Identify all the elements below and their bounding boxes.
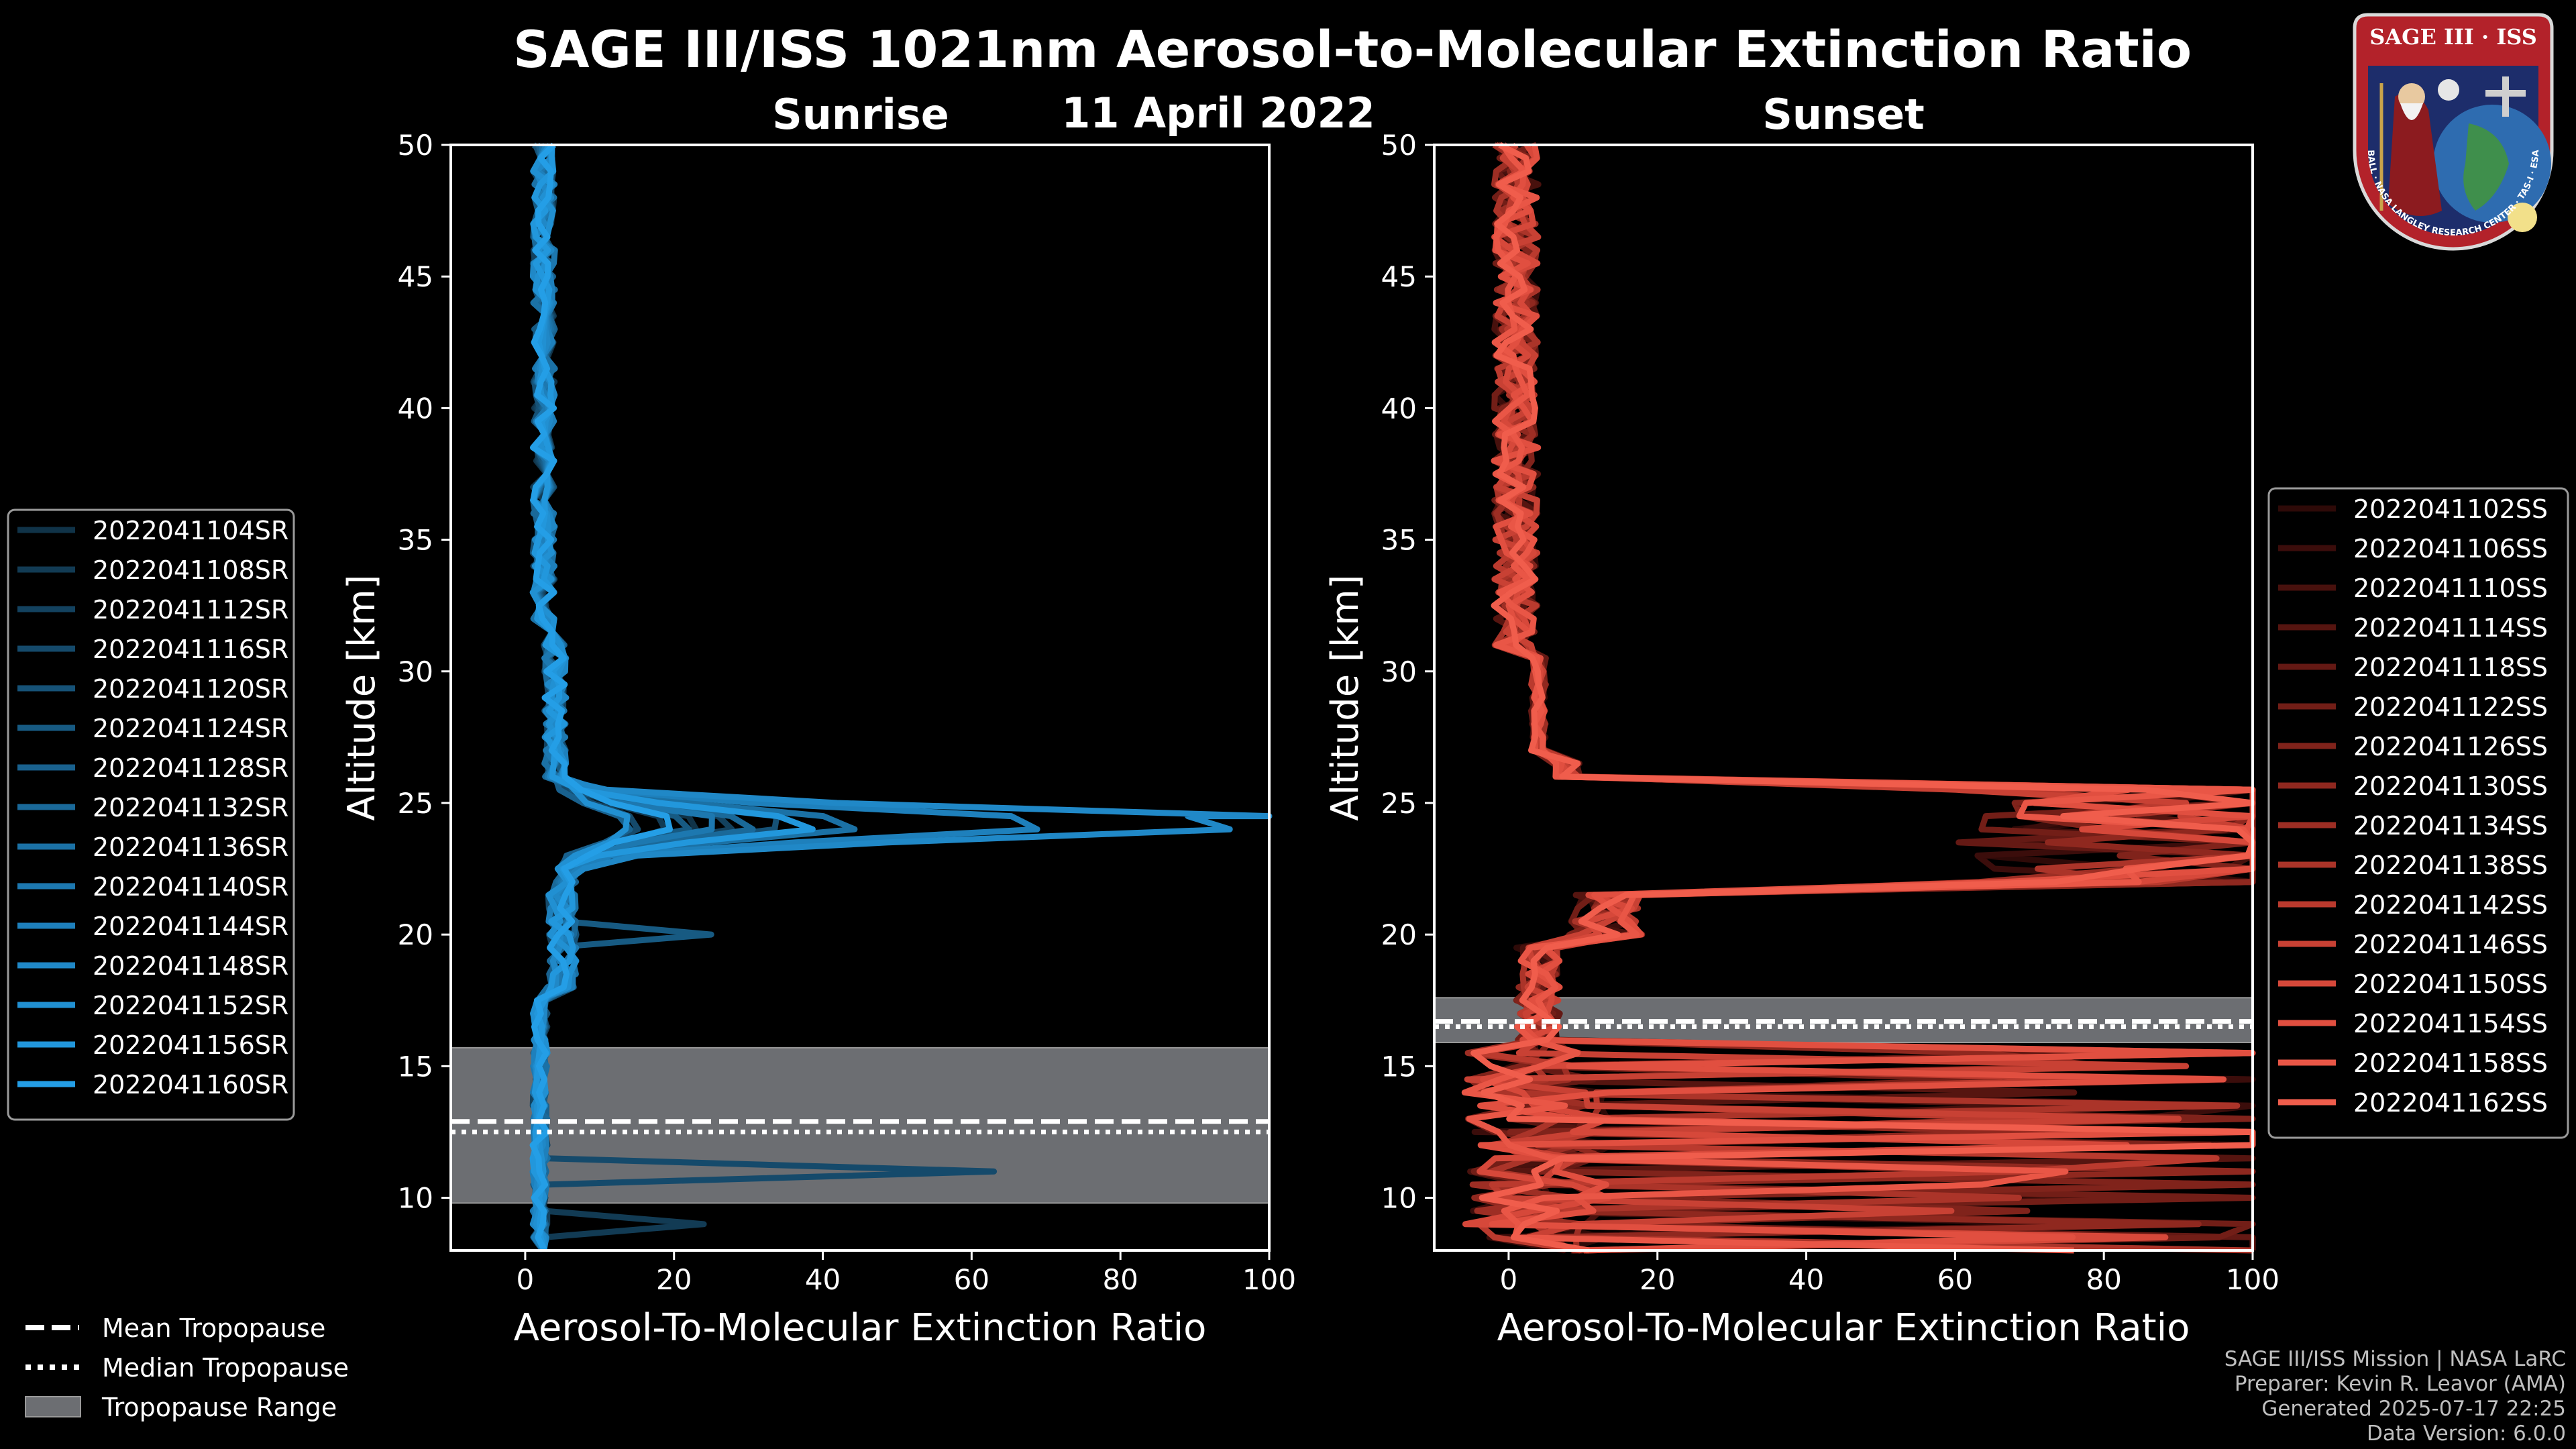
x-tick-label: 20: [1640, 1263, 1675, 1296]
y-tick-label: 45: [398, 260, 433, 293]
legend-label-2022041102SS: 2022041102SS: [2353, 494, 2548, 524]
legend-label-2022041136SR: 2022041136SR: [93, 833, 288, 862]
y-tick-label: 40: [398, 392, 433, 425]
sunset-axis-ticks: 0 20 40 60 80 100 10 15 20 25 30 35 40 45 50: [1381, 129, 2280, 1296]
sunset-profile-lines: [1461, 142, 2256, 1254]
legend-label-2022041148SR: 2022041148SR: [93, 951, 288, 981]
x-tick-label: 20: [656, 1263, 692, 1296]
credit-generated: Generated 2025-07-17 22:25: [2261, 1397, 2566, 1421]
mean-tropopause-legend-label: Mean Tropopause: [102, 1313, 325, 1343]
sunrise-legend: 2022041104SR 2022041108SR 2022041112SR 2022…: [7, 508, 295, 1121]
sunrise-profile-lines: [529, 142, 1273, 1252]
credit-preparer: Preparer: Kevin R. Leavor (AMA): [2235, 1372, 2566, 1396]
legend-label-2022041112SR: 2022041112SR: [93, 595, 288, 625]
x-tick-label: 100: [1242, 1263, 1296, 1296]
y-tick-label: 40: [1381, 392, 1417, 425]
legend-label-2022041108SR: 2022041108SR: [93, 555, 288, 585]
y-tick-label: 30: [398, 655, 433, 688]
legend-label-2022041152SR: 2022041152SR: [93, 991, 288, 1020]
sunrise-x-axis-label: Aerosol-To-Molecular Extinction Ratio: [514, 1306, 1207, 1350]
y-tick-label: 20: [398, 918, 433, 951]
legend-label-2022041160SR: 2022041160SR: [93, 1070, 288, 1099]
x-tick-label: 0: [517, 1263, 535, 1296]
legend-box: [7, 508, 295, 1121]
median-tropopause-legend-label: Median Tropopause: [102, 1353, 349, 1383]
legend-label-2022041104SR: 2022041104SR: [93, 516, 288, 545]
sunrise-axis-ticks: 0 20 40 60 80 100 10 15 20 25 30 35 40 45 50: [398, 129, 1297, 1296]
x-tick-label: 0: [1500, 1263, 1518, 1296]
figure-title: SAGE III/ISS 1021nm Aerosol-to-Molecular…: [513, 19, 2192, 79]
x-tick-label: 80: [1102, 1263, 1138, 1296]
sunrise-tropopause-range: [450, 1046, 1270, 1204]
y-tick-label: 10: [398, 1182, 433, 1215]
legend-label-2022041142SS: 2022041142SS: [2353, 890, 2548, 920]
x-tick-label: 80: [2086, 1263, 2121, 1296]
legend-label-2022041144SR: 2022041144SR: [93, 912, 288, 941]
tropopause-range-legend-swatch: [25, 1396, 81, 1417]
legend-label-2022041150SS: 2022041150SS: [2353, 969, 2548, 999]
sunset-panel: Sunset 0 20 40 60 80 100 10 15 20 25 30 35 40 45 50 Ae…: [1324, 90, 2279, 1350]
y-tick-label: 35: [1381, 524, 1417, 557]
sunset-x-axis-label: Aerosol-To-Molecular Extinction Ratio: [1497, 1306, 2190, 1350]
legend-box: [2267, 487, 2569, 1139]
y-tick-label: 30: [1381, 655, 1417, 688]
sunset-panel-title: Sunset: [1762, 90, 1925, 139]
legend-label-2022041126SS: 2022041126SS: [2353, 732, 2548, 761]
profile-line-2022041154SS: [1477, 144, 2256, 1254]
tropopause-legend: Mean Tropopause Median Tropopause Tropop…: [25, 1313, 349, 1422]
x-tick-label: 40: [1788, 1263, 1824, 1296]
legend-label-2022041110SS: 2022041110SS: [2353, 574, 2548, 603]
legend-label-2022041106SS: 2022041106SS: [2353, 534, 2548, 564]
y-tick-label: 50: [398, 129, 433, 162]
x-tick-label: 60: [954, 1263, 989, 1296]
legend-label-2022041158SS: 2022041158SS: [2353, 1049, 2548, 1078]
sunset-legend: 2022041102SS 2022041106SS 2022041110SS 2022…: [2267, 487, 2569, 1139]
legend-label-2022041116SR: 2022041116SR: [93, 635, 288, 664]
y-tick-label: 20: [1381, 918, 1417, 951]
profile-line-2022041160SR: [529, 142, 673, 1252]
legend-label-2022041162SS: 2022041162SS: [2353, 1088, 2548, 1118]
y-tick-label: 50: [1381, 129, 1417, 162]
legend-label-2022041128SR: 2022041128SR: [93, 753, 288, 783]
legend-label-2022041132SR: 2022041132SR: [93, 793, 288, 822]
legend-label-2022041146SS: 2022041146SS: [2353, 930, 2548, 959]
y-tick-label: 25: [398, 787, 433, 820]
sunset-y-axis-label: Altitude [km]: [1324, 574, 1367, 820]
credits: SAGE III/ISS Mission | NASA LaRC Prepare…: [2224, 1347, 2566, 1446]
sunset-plot-frame: [1433, 144, 2254, 1252]
legend-label-2022041140SR: 2022041140SR: [93, 872, 288, 902]
sunrise-y-axis-label: Altitude [km]: [340, 574, 384, 820]
legend-label-2022041138SS: 2022041138SS: [2353, 851, 2548, 880]
x-tick-label: 60: [1937, 1263, 1973, 1296]
sunrise-panel-title: Sunrise: [772, 90, 949, 139]
logo-title: SAGE III · ISS: [2369, 24, 2537, 50]
profile-line-2022041162SS: [1470, 142, 2256, 1254]
sunrise-plot-frame: [449, 144, 1271, 1252]
sage-iii-iss-mission-patch-logo: SAGE III · ISS BALL · NASA LANGLEY RESEA…: [2353, 13, 2554, 251]
legend-label-2022041114SS: 2022041114SS: [2353, 613, 2548, 643]
legend-label-2022041124SR: 2022041124SR: [93, 714, 288, 743]
legend-label-2022041130SS: 2022041130SS: [2353, 771, 2548, 801]
credit-data-version: Data Version: 6.0.0: [2367, 1421, 2566, 1446]
tropopause-range-legend-label: Tropopause Range: [101, 1393, 337, 1422]
sunrise-panel: Sunrise 0 20 40 60 80 100 10 15 20 25 30 35 40 45 50 A…: [340, 90, 1296, 1350]
profile-line-2022041158SS: [1461, 143, 2256, 1254]
x-tick-label: 100: [2226, 1263, 2279, 1296]
y-tick-label: 35: [398, 524, 433, 557]
legend-label-2022041122SS: 2022041122SS: [2353, 692, 2548, 722]
y-tick-label: 15: [1381, 1050, 1417, 1083]
legend-label-2022041120SR: 2022041120SR: [93, 674, 288, 704]
credit-mission: SAGE III/ISS Mission | NASA LaRC: [2224, 1347, 2566, 1371]
legend-label-2022041118SS: 2022041118SS: [2353, 653, 2548, 682]
y-tick-label: 10: [1381, 1182, 1417, 1215]
legend-label-2022041134SS: 2022041134SS: [2353, 811, 2548, 841]
figure-date: 11 April 2022: [1061, 89, 1375, 138]
x-tick-label: 40: [805, 1263, 841, 1296]
y-tick-label: 25: [1381, 787, 1417, 820]
y-tick-label: 45: [1381, 260, 1417, 293]
y-tick-label: 15: [398, 1050, 433, 1083]
legend-label-2022041154SS: 2022041154SS: [2353, 1009, 2548, 1038]
legend-label-2022041156SR: 2022041156SR: [93, 1030, 288, 1060]
